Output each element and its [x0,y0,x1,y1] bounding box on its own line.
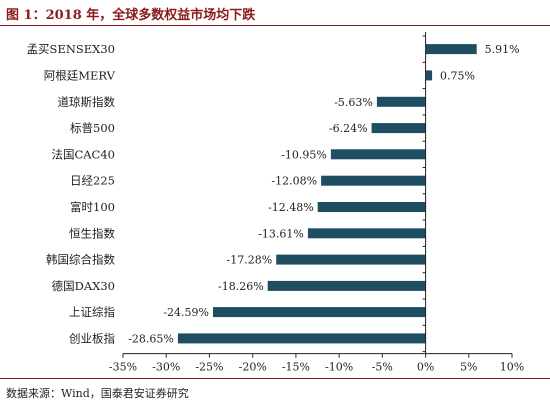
category-label: 创业板指 [69,331,115,345]
figure-source: 数据来源：Wind，国泰君安证券研究 [6,387,189,400]
value-label: -12.48% [268,201,314,214]
category-label: 孟买SENSEX30 [27,42,115,56]
title-bar: 图 1：2018 年，全球多数权益市场均下跌 [0,0,550,26]
value-label: -13.61% [258,227,304,240]
source-bar: 数据来源：Wind，国泰君安证券研究 [0,378,550,405]
value-label: 5.91% [485,43,520,56]
bar [213,307,426,318]
value-label: -28.65% [128,332,174,345]
value-label: -6.24% [329,122,368,135]
category-label: 德国DAX30 [52,279,115,293]
x-tick-label: 5% [460,361,477,374]
value-label: -10.95% [281,148,327,161]
value-label: -17.28% [227,254,273,267]
x-tick-label: -5% [372,361,393,374]
category-label: 富时100 [70,200,115,214]
category-label: 法国CAC40 [51,147,115,161]
value-label: -24.59% [163,306,209,319]
bar [425,44,477,55]
value-label: -5.63% [334,96,373,109]
bar [371,123,426,134]
bar [376,96,426,107]
x-tick-label: -35% [109,361,137,374]
category-label: 阿根廷MERV [44,68,116,82]
category-label: 韩国综合指数 [46,253,115,267]
bar [276,254,426,265]
x-tick-label: 10% [500,361,524,374]
bar [425,70,433,81]
chart-area: 孟买SENSEX30 阿根廷MERV 道琼斯指数标普500 法国CAC40 日经225 富… [0,26,550,376]
category-label: 道琼斯指数 [58,95,116,109]
value-label: -18.26% [218,280,264,293]
x-tick-label: 0% [417,361,434,374]
bar [330,149,426,160]
category-label: 上证综指 [69,305,115,319]
value-labels: 5.91% 0.75% -5.63% -6.24%-10.95% -12.08% -12.… [128,43,519,345]
category-label: 标普500 [70,121,115,135]
bar [307,228,426,239]
x-tick-label: -25% [195,361,223,374]
category-label: 恒生指数 [69,226,115,240]
x-tick-label: -10% [325,361,353,374]
x-tick-label: -20% [239,361,267,374]
bar [317,202,426,212]
figure-title: 图 1：2018 年，全球多数权益市场均下跌 [6,8,256,23]
x-tick-label: -15% [282,361,310,374]
bar [321,175,426,186]
category-label: 日经225 [70,174,115,188]
x-axis: -35% -30% -25% -20% -15% -10% -5% 0% 5% 10% [109,32,524,374]
bar [177,333,426,344]
x-tick-label: -30% [152,361,180,374]
value-label: 0.75% [440,69,475,82]
bar [267,280,426,291]
value-label: -12.08% [271,175,317,188]
bars-group [177,44,477,344]
